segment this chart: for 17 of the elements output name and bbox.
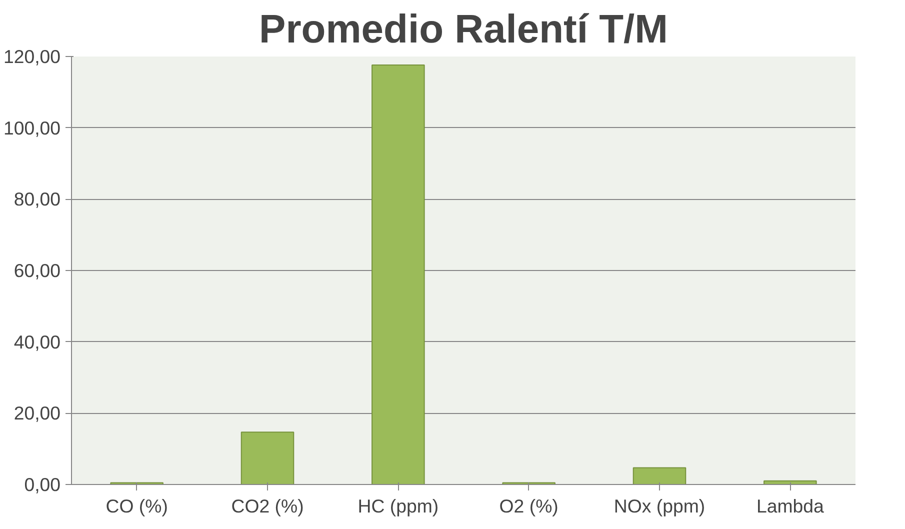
y-tick-label: 60,00 [14, 260, 60, 281]
y-tick-label: 100,00 [3, 117, 60, 138]
x-tick-label: CO (%) [106, 496, 168, 516]
y-tick-label: 20,00 [14, 402, 60, 424]
x-tick-label: HC (ppm) [358, 496, 439, 516]
x-tick-label: NOx (ppm) [614, 496, 706, 516]
x-tick-label: Lambda [756, 496, 824, 516]
y-tick-label: 120,00 [3, 46, 60, 67]
y-tick-label: 0,00 [24, 474, 60, 495]
bar [632, 467, 686, 484]
x-tick-label: CO2 (%) [231, 496, 304, 516]
bar [240, 432, 294, 484]
y-tick-label: 40,00 [14, 331, 60, 352]
x-tick-label: O2 (%) [499, 496, 558, 516]
chart-title: Promedio Ralentí T/M [259, 8, 668, 52]
bar [372, 64, 425, 484]
y-tick-label: 80,00 [14, 188, 60, 210]
